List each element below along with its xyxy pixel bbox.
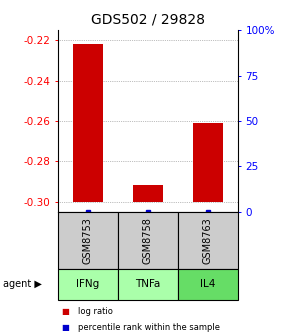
Text: TNFa: TNFa — [135, 280, 161, 289]
Bar — [133, 185, 163, 202]
Text: ■: ■ — [61, 324, 69, 332]
Bar — [73, 44, 103, 202]
Text: GSM8763: GSM8763 — [203, 217, 213, 264]
Text: GSM8753: GSM8753 — [83, 217, 93, 264]
Text: GSM8758: GSM8758 — [143, 217, 153, 264]
Bar — [58, 212, 118, 269]
Text: percentile rank within the sample: percentile rank within the sample — [78, 324, 220, 332]
Title: GDS502 / 29828: GDS502 / 29828 — [91, 12, 205, 26]
Bar — [178, 269, 238, 300]
Text: IFNg: IFNg — [76, 280, 99, 289]
Bar — [118, 269, 178, 300]
Bar — [118, 212, 178, 269]
Text: agent ▶: agent ▶ — [3, 280, 42, 289]
Text: ■: ■ — [61, 307, 69, 316]
Bar — [58, 269, 118, 300]
Bar — [178, 212, 238, 269]
Bar — [193, 123, 223, 202]
Text: IL4: IL4 — [200, 280, 215, 289]
Text: log ratio: log ratio — [78, 307, 113, 316]
